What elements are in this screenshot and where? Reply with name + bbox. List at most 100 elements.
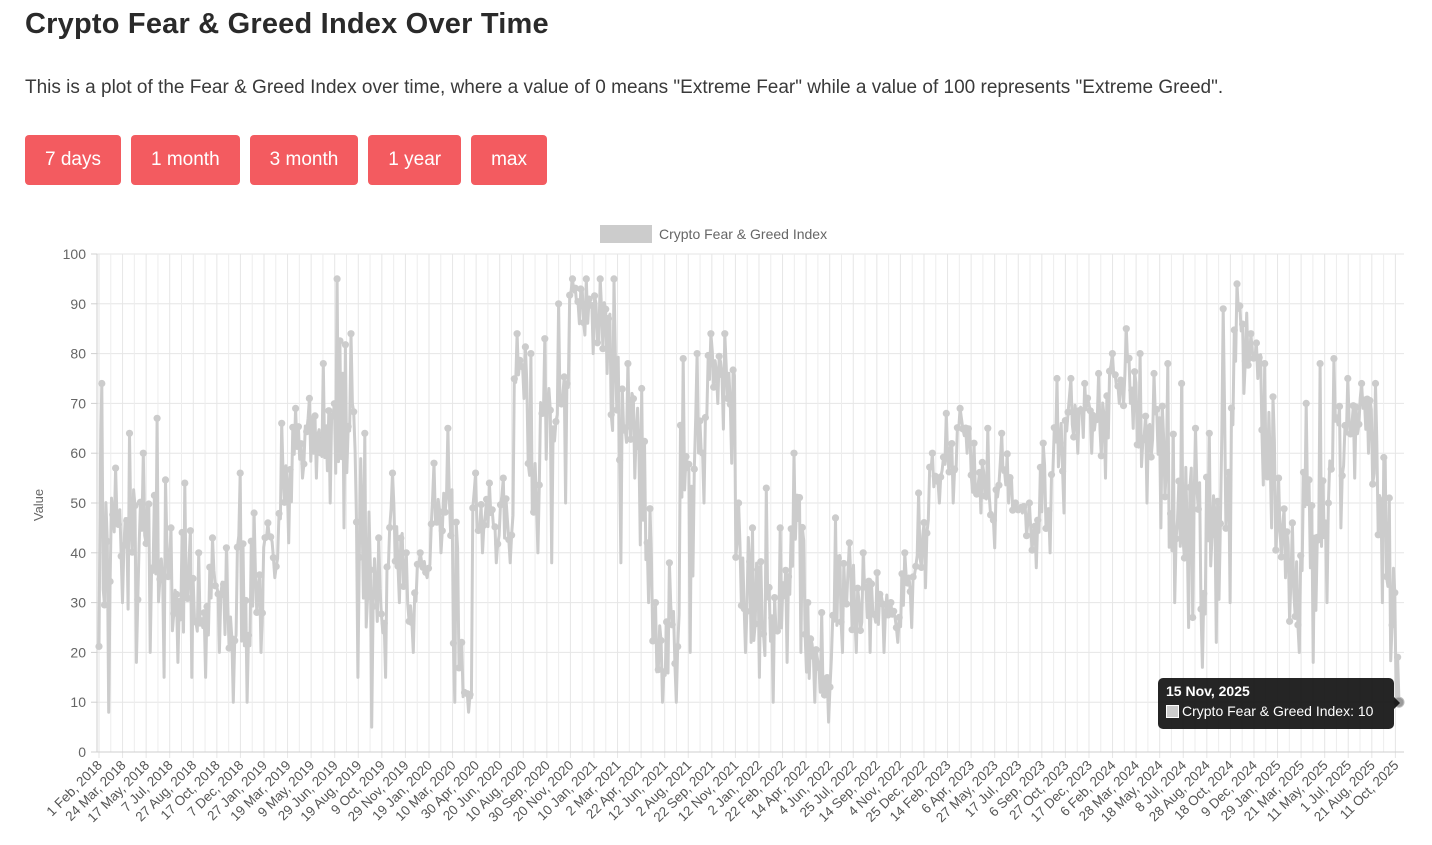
data-point[interactable] [560, 373, 568, 381]
data-point[interactable] [585, 295, 593, 303]
data-point[interactable] [1136, 350, 1144, 358]
data-point[interactable] [807, 635, 815, 643]
data-point[interactable] [488, 506, 496, 514]
data-point[interactable] [1139, 436, 1147, 444]
data-point[interactable] [220, 580, 228, 588]
data-point[interactable] [1197, 605, 1205, 613]
data-point[interactable] [148, 564, 156, 572]
data-point[interactable] [923, 529, 931, 537]
data-point[interactable] [854, 584, 862, 592]
data-point[interactable] [167, 524, 175, 532]
data-point[interactable] [466, 691, 474, 699]
data-point[interactable] [1034, 516, 1042, 524]
data-point[interactable] [632, 428, 640, 436]
data-point[interactable] [682, 453, 690, 461]
data-point[interactable] [508, 531, 516, 539]
data-point[interactable] [685, 460, 693, 468]
data-point[interactable] [1305, 476, 1313, 484]
data-point[interactable] [790, 449, 798, 457]
data-point[interactable] [732, 553, 740, 561]
data-point[interactable] [1031, 522, 1039, 530]
data-point[interactable] [635, 443, 643, 451]
data-point[interactable] [153, 414, 161, 422]
data-point[interactable] [1219, 305, 1227, 313]
data-point[interactable] [109, 511, 117, 519]
data-point[interactable] [867, 580, 876, 588]
data-point[interactable] [125, 429, 134, 437]
data-point[interactable] [956, 404, 964, 412]
data-point[interactable] [1011, 499, 1020, 507]
data-point[interactable] [455, 664, 463, 672]
data-point[interactable] [1214, 497, 1222, 505]
data-point[interactable] [305, 394, 313, 402]
data-point[interactable] [1266, 458, 1274, 466]
data-point[interactable] [383, 563, 391, 571]
fear-greed-chart[interactable]: Crypto Fear & Greed Index Value 0 10 20 30 4… [0, 210, 1432, 845]
data-point[interactable] [408, 619, 416, 627]
data-point[interactable] [1341, 421, 1349, 430]
data-point[interactable] [388, 469, 397, 477]
data-point[interactable] [1380, 453, 1388, 462]
data-point[interactable] [527, 350, 535, 358]
data-point[interactable] [339, 371, 347, 379]
data-point[interactable] [762, 484, 770, 492]
data-point[interactable] [1297, 552, 1305, 560]
data-point[interactable] [704, 351, 712, 360]
data-point[interactable] [779, 581, 787, 589]
data-point[interactable] [236, 469, 244, 477]
data-point[interactable] [557, 400, 566, 408]
data-point[interactable] [510, 375, 518, 383]
data-point[interactable] [1028, 546, 1036, 554]
data-point[interactable] [566, 291, 574, 299]
data-point[interactable] [657, 636, 665, 645]
data-point[interactable] [1161, 493, 1169, 501]
data-point[interactable] [1233, 280, 1241, 288]
data-point[interactable] [699, 449, 707, 457]
data-point[interactable] [189, 574, 197, 583]
data-point[interactable] [1097, 452, 1105, 460]
data-point[interactable] [964, 425, 973, 433]
data-point[interactable] [726, 400, 734, 408]
data-point[interactable] [424, 564, 433, 572]
data-point[interactable] [203, 602, 211, 611]
data-point[interactable] [771, 594, 779, 602]
data-point[interactable] [120, 541, 128, 550]
data-point[interactable] [164, 573, 172, 581]
range-1-year-button[interactable]: 1 year [368, 135, 462, 185]
data-point[interactable] [1286, 617, 1294, 625]
data-point[interactable] [314, 431, 322, 439]
data-point[interactable] [286, 466, 294, 474]
data-point[interactable] [1250, 354, 1258, 362]
data-point[interactable] [1283, 528, 1291, 536]
data-point[interactable] [377, 610, 385, 618]
data-point[interactable] [352, 518, 361, 526]
data-point[interactable] [358, 509, 366, 517]
data-point[interactable] [574, 298, 582, 306]
data-point[interactable] [1261, 360, 1269, 368]
data-point[interactable] [200, 609, 208, 617]
data-point[interactable] [1377, 497, 1385, 505]
data-point[interactable] [1225, 468, 1233, 476]
data-point[interactable] [400, 582, 408, 590]
data-point[interactable] [1391, 589, 1399, 597]
data-point[interactable] [687, 484, 696, 492]
data-point[interactable] [674, 643, 682, 651]
data-point[interactable] [1191, 424, 1200, 432]
data-point[interactable] [114, 520, 122, 528]
data-point[interactable] [1009, 506, 1017, 514]
data-point[interactable] [588, 302, 596, 310]
data-point[interactable] [1324, 499, 1332, 507]
data-point[interactable] [773, 627, 782, 635]
data-point[interactable] [222, 544, 230, 552]
data-point[interactable] [815, 664, 823, 672]
data-point[interactable] [856, 626, 865, 635]
data-point[interactable] [1319, 477, 1327, 485]
data-point[interactable] [1167, 510, 1175, 518]
data-point[interactable] [106, 577, 114, 586]
data-point[interactable] [1164, 360, 1172, 368]
data-point[interactable] [629, 395, 638, 403]
data-point[interactable] [272, 562, 280, 570]
data-point[interactable] [1344, 374, 1352, 383]
data-point[interactable] [1172, 535, 1180, 543]
data-point[interactable] [1100, 412, 1108, 420]
